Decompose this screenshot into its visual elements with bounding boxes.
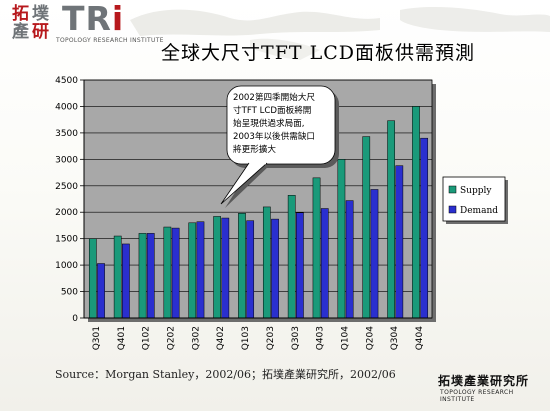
- supply-bar: [287, 195, 296, 319]
- logo-char-1: 拓: [12, 4, 29, 24]
- supply-bar: [138, 233, 147, 319]
- x-tick-label: Q404: [415, 326, 425, 351]
- annotation-bubble: [226, 85, 336, 165]
- supply-bar: [113, 235, 122, 319]
- supply-bar: [387, 120, 395, 319]
- annotation-line: 2003年以後供需缺口: [233, 130, 315, 142]
- supply-bar: [337, 159, 346, 319]
- annotation-pointer: [220, 162, 268, 205]
- world-map-background: [130, 7, 550, 60]
- logo-tri-last: i: [111, 0, 125, 38]
- supply-bar: [213, 216, 221, 319]
- legend-label-supply: Supply: [460, 186, 492, 196]
- annotation-line: 將更形擴大: [233, 143, 276, 155]
- logo-char-2: 墣: [32, 4, 49, 24]
- demand-bar: [97, 263, 105, 319]
- demand-bar: [320, 208, 329, 319]
- source-note: Source：Morgan Stanley，2002/06；拓墣產業研究所，20…: [55, 368, 396, 381]
- annotation-pointer-shadow: [225, 164, 271, 208]
- x-tick-label: Q302: [191, 326, 201, 350]
- legend-swatch: [448, 205, 457, 214]
- x-tick-label: Q102: [142, 326, 152, 350]
- x-tick-label: Q103: [241, 326, 251, 350]
- y-tick-label: 0: [72, 314, 78, 324]
- demand-bar: [395, 165, 404, 319]
- logo-tri-main: TR: [62, 0, 112, 38]
- annotation-line: 寸TFT LCD面板將開: [233, 104, 311, 116]
- supply-bar: [312, 177, 321, 319]
- footer-logo-subtitle: TOPOLOGY RESEARCH INSTITUTE: [440, 389, 514, 403]
- x-tick-label: Q402: [216, 326, 226, 350]
- y-tick-label: 1000: [55, 261, 78, 271]
- demand-bar: [196, 221, 205, 319]
- demand-bar: [370, 189, 379, 319]
- demand-bar: [122, 243, 130, 319]
- y-tick-label: 1500: [55, 235, 78, 245]
- x-tick-label: Q403: [316, 326, 326, 350]
- supply-bar: [88, 238, 97, 319]
- y-tick-label: 3500: [55, 129, 78, 139]
- supply-bar: [412, 106, 420, 319]
- annotation-line: 始呈現供過求局面,: [233, 117, 304, 129]
- x-tick-label: Q401: [117, 326, 127, 350]
- x-tick-label: Q303: [291, 326, 301, 350]
- x-tick-label: Q304: [390, 326, 400, 351]
- x-tick-label: Q104: [341, 326, 351, 351]
- tri-logo-text: TRi: [62, 2, 124, 36]
- demand-bar: [146, 233, 155, 319]
- supply-bar: [262, 206, 271, 319]
- y-tick-label: 2000: [55, 208, 78, 218]
- tri-logo-mark: 拓 墣 產 研: [4, 3, 56, 45]
- demand-bar: [420, 137, 429, 319]
- legend-box: [442, 176, 506, 222]
- footer-logo: 拓墣產業研究所: [438, 374, 530, 388]
- logo-subtitle: TOPOLOGY RESEARCH INSTITUTE: [56, 37, 164, 44]
- x-tick-label: Q202: [167, 326, 177, 350]
- chart-title: 全球大尺寸TFT LCD面板供需預測: [161, 42, 475, 64]
- plot-border: [83, 79, 433, 319]
- x-tick-label: Q301: [92, 326, 102, 350]
- y-tick-label: 4000: [55, 102, 78, 112]
- logo-char-3: 產: [12, 22, 29, 42]
- demand-bar: [345, 200, 354, 319]
- annotation-line: 2002第四季開始大尺: [233, 91, 315, 103]
- demand-bar: [171, 227, 180, 319]
- legend-label-demand: Demand: [460, 206, 498, 216]
- x-tick-label: Q203: [266, 326, 276, 350]
- supply-bar: [362, 136, 371, 319]
- logo-char-4: 研: [32, 22, 49, 42]
- demand-bar: [246, 220, 255, 319]
- supply-bar: [188, 222, 197, 319]
- x-tick-label: Q204: [365, 326, 375, 351]
- y-tick-label: 3000: [55, 155, 78, 165]
- y-tick-label: 2500: [55, 182, 78, 192]
- demand-bar: [271, 218, 279, 319]
- legend-swatch: [448, 185, 457, 194]
- demand-bar: [221, 217, 230, 319]
- y-tick-label: 500: [61, 288, 78, 298]
- y-tick-label: 4500: [55, 76, 78, 86]
- supply-bar: [238, 213, 246, 319]
- demand-bar: [296, 212, 304, 319]
- supply-bar: [163, 226, 172, 319]
